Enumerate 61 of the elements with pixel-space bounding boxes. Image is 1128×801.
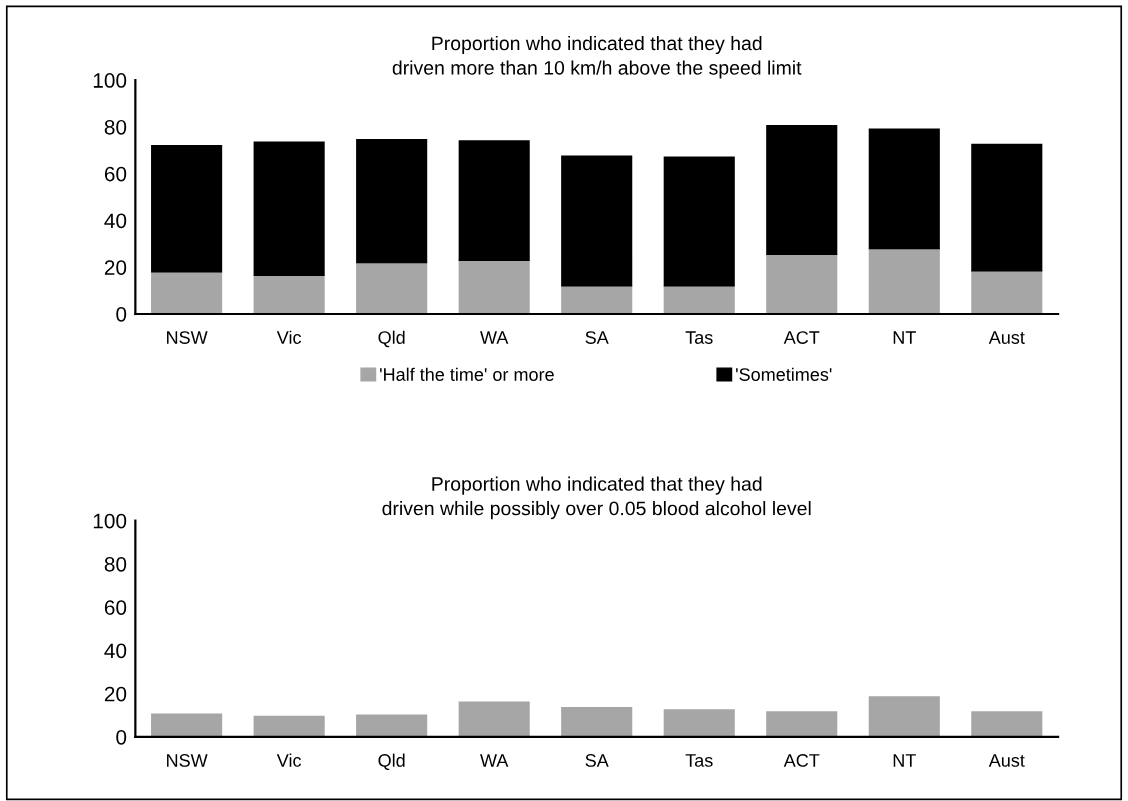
legend-label: 'Half the time' or more: [380, 367, 554, 381]
bar: [151, 144, 223, 273]
x-tick-label: NT: [893, 754, 916, 767]
y-tick-label: 80: [104, 119, 127, 135]
x-tick-label: NSW: [167, 754, 208, 767]
bar: [971, 270, 1043, 314]
bar: [151, 271, 223, 314]
bar: [868, 247, 940, 314]
bar: [253, 715, 325, 737]
y-tick-label: 0: [116, 306, 127, 322]
bar: [561, 707, 633, 737]
x-tick-label: SA: [585, 754, 609, 767]
x-tick-label: Vic: [276, 330, 302, 344]
y-tick-label: 60: [104, 166, 127, 182]
bar: [766, 125, 838, 256]
y-tick-label: 20: [104, 686, 127, 702]
bar: [561, 155, 633, 287]
y-tick-label: 80: [104, 556, 127, 572]
bar: [868, 696, 940, 737]
bar: [663, 156, 735, 287]
bar: [356, 261, 428, 314]
x-tick-label: Qld: [378, 753, 405, 771]
bar: [766, 711, 838, 737]
x-tick-label: Qld: [378, 330, 405, 348]
bar: [356, 714, 428, 737]
y-tick-label: 40: [104, 643, 127, 659]
x-tick-label: ACT: [783, 754, 820, 767]
y-tick-label: 40: [104, 213, 127, 229]
bar: [458, 701, 530, 737]
y-tick-label: 60: [104, 600, 127, 615]
y-tick-label: 100: [93, 73, 127, 88]
legend-label: 'Sometimes': [736, 367, 832, 381]
chart-title: Proportion who indicated that they had driven more than 10 km/h above the speed limit: [392, 35, 802, 79]
x-tick-label: WA: [480, 331, 509, 344]
chart-title: Proportion who indicated that they had driven while possibly over 0.05 blood alcohol level: [382, 476, 811, 520]
bar: [253, 274, 325, 314]
y-tick-label: 0: [116, 729, 127, 745]
bar: [151, 713, 223, 737]
bar: [663, 285, 735, 314]
y-tick-label: 20: [104, 260, 127, 275]
bar: [868, 128, 940, 250]
x-tick-label: SA: [585, 331, 609, 344]
x-tick-label: Vic: [276, 753, 302, 767]
bar: [458, 140, 530, 261]
y-tick-label: 100: [93, 513, 127, 529]
bar: [663, 709, 735, 737]
x-tick-label: Tas: [685, 754, 713, 767]
bar: [356, 139, 428, 264]
x-tick-label: ACT: [783, 331, 820, 344]
x-tick-label: Aust: [988, 754, 1025, 767]
bar: [458, 259, 530, 314]
bar: [766, 253, 838, 314]
x-tick-label: Tas: [685, 331, 713, 344]
bar: [971, 143, 1043, 272]
bar: [561, 285, 633, 314]
bar: [971, 711, 1043, 737]
x-tick-label: WA: [480, 754, 509, 767]
x-tick-label: Aust: [988, 331, 1025, 344]
x-tick-label: NT: [893, 331, 916, 344]
bar: [253, 141, 325, 277]
x-tick-label: NSW: [167, 331, 208, 344]
